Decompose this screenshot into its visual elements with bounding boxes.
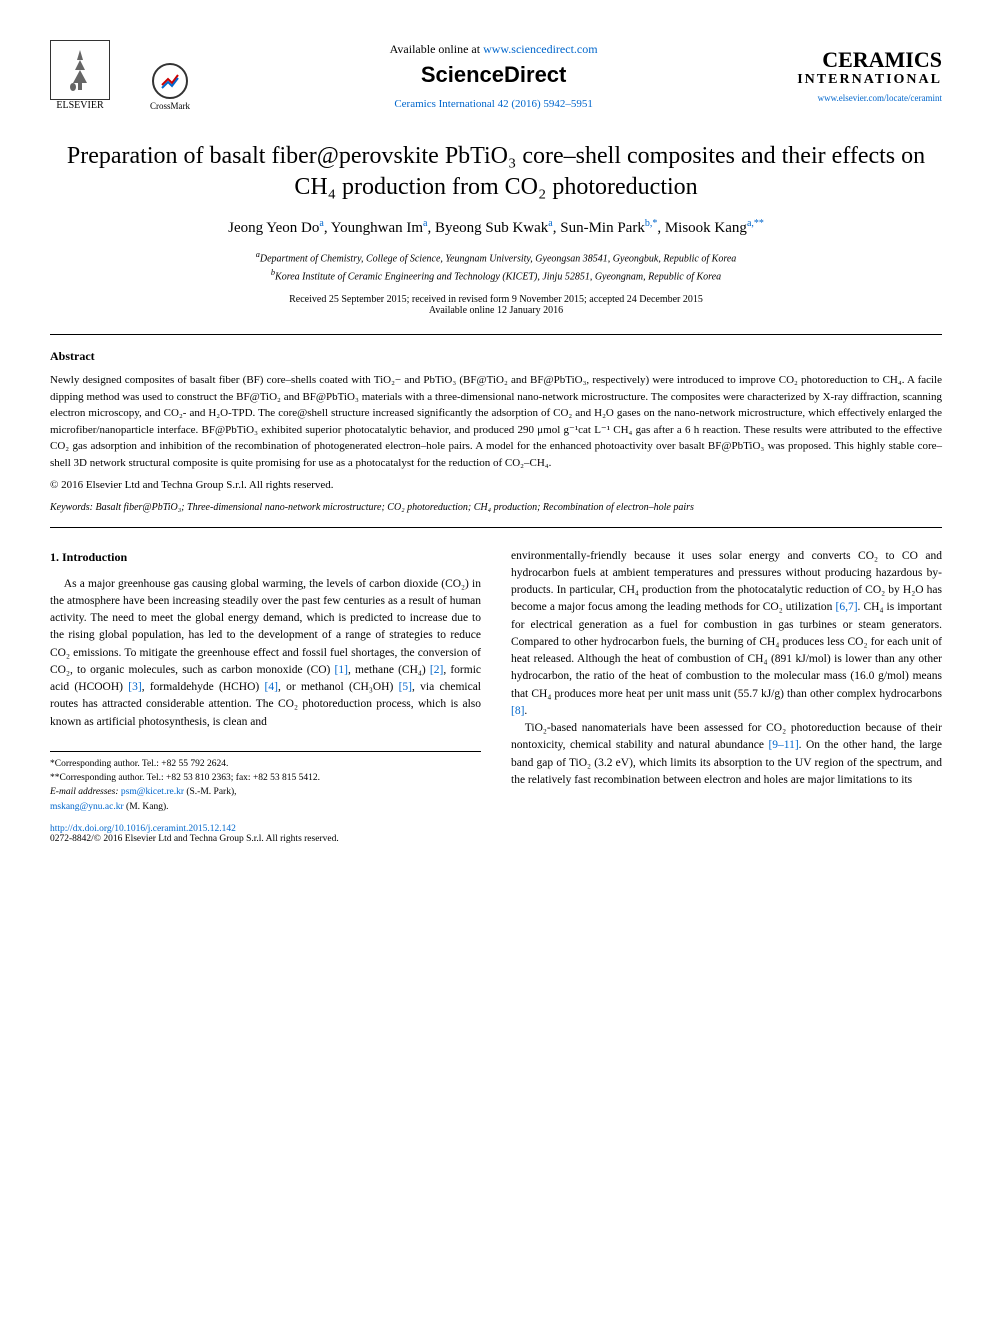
- elsevier-tree-icon: [50, 40, 110, 100]
- journal-homepage-url[interactable]: www.elsevier.com/locate/ceramint: [797, 93, 942, 103]
- intro-paragraph-2: TiO₂-based nanomaterials have been asses…: [511, 720, 942, 789]
- email-1[interactable]: psm@kicet.re.kr: [121, 787, 184, 797]
- crossmark-icon: [152, 63, 188, 99]
- intro-paragraph-1-cont: environmentally-friendly because it uses…: [511, 548, 942, 721]
- abstract-copyright: © 2016 Elsevier Ltd and Techna Group S.r…: [50, 477, 942, 494]
- author-2-affil[interactable]: a: [423, 218, 427, 229]
- ref-5[interactable]: [5]: [399, 681, 412, 693]
- footer-copyright: 0272-8842/© 2016 Elsevier Ltd and Techna…: [50, 834, 942, 844]
- ref-2[interactable]: [2]: [430, 664, 443, 676]
- ref-9-11[interactable]: [9–11]: [768, 739, 798, 751]
- author-2: Younghwan Im: [331, 220, 423, 236]
- affiliations: aDepartment of Chemistry, College of Sci…: [50, 249, 942, 284]
- separator: [50, 527, 942, 528]
- ref-4[interactable]: [4]: [265, 681, 278, 693]
- body-columns: 1. Introduction As a major greenhouse ga…: [50, 548, 942, 814]
- author-5-affil[interactable]: a,**: [747, 218, 764, 229]
- author-3-affil[interactable]: a: [548, 218, 552, 229]
- ceramics-journal-logo: CERAMICS INTERNATIONAL: [797, 48, 942, 88]
- column-right: environmentally-friendly because it uses…: [511, 548, 942, 814]
- sciencedirect-logo: ScienceDirect: [190, 62, 797, 88]
- footnotes: *Corresponding author. Tel.: +82 55 792 …: [50, 751, 481, 814]
- elsevier-label: ELSEVIER: [56, 100, 103, 111]
- column-left: 1. Introduction As a major greenhouse ga…: [50, 548, 481, 814]
- authors-list: Jeong Yeon Doa, Younghwan Ima, Byeong Su…: [50, 218, 942, 237]
- intro-paragraph-1: As a major greenhouse gas causing global…: [50, 576, 481, 731]
- available-online-text: Available online at www.sciencedirect.co…: [190, 42, 797, 57]
- article-dates: Received 25 September 2015; received in …: [50, 294, 942, 316]
- author-5: Misook Kang: [665, 220, 747, 236]
- header-center: Available online at www.sciencedirect.co…: [190, 42, 797, 110]
- keywords: Keywords: Basalt fiber@PbTiO₃; Three-dim…: [50, 502, 942, 513]
- corresponding-1: *Corresponding author. Tel.: +82 55 792 …: [50, 757, 481, 771]
- article-title: Preparation of basalt fiber@perovskite P…: [50, 141, 942, 203]
- author-1-affil[interactable]: a: [319, 218, 323, 229]
- sciencedirect-url[interactable]: www.sciencedirect.com: [483, 42, 598, 56]
- dates-online: Available online 12 January 2016: [50, 305, 942, 316]
- email-2-line: mskang@ynu.ac.kr (M. Kang).: [50, 800, 481, 814]
- affiliation-a: aDepartment of Chemistry, College of Sci…: [50, 249, 942, 266]
- affiliation-b: bKorea Institute of Ceramic Engineering …: [50, 267, 942, 284]
- section-1-heading: 1. Introduction: [50, 548, 481, 566]
- abstract-text: Newly designed composites of basalt fibe…: [50, 372, 942, 471]
- crossmark-badge[interactable]: CrossMark: [150, 63, 190, 111]
- ref-3[interactable]: [3]: [128, 681, 141, 693]
- header-right: CERAMICS INTERNATIONAL www.elsevier.com/…: [797, 48, 942, 104]
- author-4-affil[interactable]: b,*: [645, 218, 658, 229]
- corresponding-2: **Corresponding author. Tel.: +82 53 810…: [50, 771, 481, 785]
- email-addresses: E-mail addresses: psm@kicet.re.kr (S.-M.…: [50, 785, 481, 799]
- email-2[interactable]: mskang@ynu.ac.kr: [50, 802, 124, 812]
- separator: [50, 334, 942, 335]
- dates-received: Received 25 September 2015; received in …: [50, 294, 942, 305]
- author-1: Jeong Yeon Do: [228, 220, 319, 236]
- ref-1[interactable]: [1]: [335, 664, 348, 676]
- elsevier-logo[interactable]: ELSEVIER: [50, 40, 110, 111]
- crossmark-label: CrossMark: [150, 101, 190, 111]
- author-4: Sun-Min Park: [560, 220, 645, 236]
- header: ELSEVIER CrossMark Available online at w…: [50, 40, 942, 111]
- doi-link[interactable]: http://dx.doi.org/10.1016/j.ceramint.201…: [50, 824, 942, 834]
- author-3: Byeong Sub Kwak: [435, 220, 548, 236]
- ref-8[interactable]: [8]: [511, 705, 524, 717]
- abstract-heading: Abstract: [50, 349, 942, 364]
- header-left-logos: ELSEVIER CrossMark: [50, 40, 190, 111]
- ref-6-7[interactable]: [6,7]: [836, 601, 858, 613]
- journal-reference[interactable]: Ceramics International 42 (2016) 5942–59…: [190, 98, 797, 110]
